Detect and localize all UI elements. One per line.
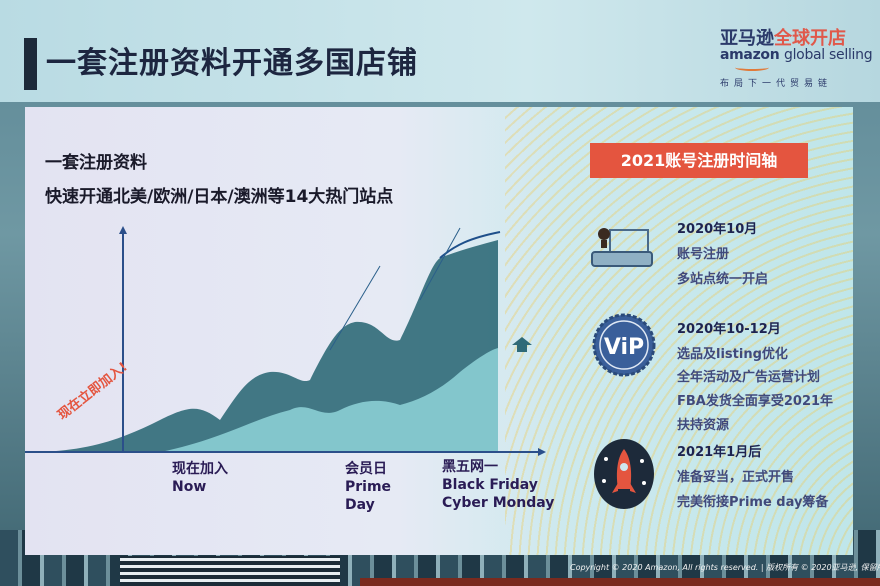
timeline-item: 准备妥当，正式开售 xyxy=(677,470,795,485)
trend-arrow xyxy=(329,265,381,351)
amazon-smile-icon xyxy=(735,64,769,71)
slide-header: 一套注册资料开通多国店铺 亚马逊全球开店 amazon global selli… xyxy=(0,0,880,102)
growth-area-light xyxy=(160,348,498,452)
vip-badge-icon: ViP xyxy=(592,313,656,377)
subtitle: 快速开通北美/欧洲/日本/澳洲等14大热门站点 xyxy=(45,187,394,207)
footer-bar xyxy=(360,578,880,586)
up-arrow-icon xyxy=(512,337,532,352)
registration-person-icon xyxy=(591,228,653,267)
callout-text: 现在立即加入! xyxy=(55,359,131,423)
logo-en: amazon global selling xyxy=(720,47,873,63)
growth-area-dark xyxy=(40,240,498,452)
copyright: Copyright © 2020 Amazon, All rights rese… xyxy=(570,563,880,572)
svg-text:ViP: ViP xyxy=(604,335,644,360)
timeline-item: 全年活动及广告运营计划 xyxy=(677,370,821,385)
timeline-date: 2020年10-12月 xyxy=(677,322,781,337)
milestone-now: 现在加入 Now xyxy=(172,461,228,495)
growth-trend-line xyxy=(439,231,501,259)
logo-tagline: 布局下一代贸易链 xyxy=(720,79,833,89)
building xyxy=(120,556,340,586)
timeline-item: 完美衔接Prime day筹备 xyxy=(677,495,829,510)
milestone-prime-day: 会员日 Prime Day xyxy=(345,461,392,513)
x-axis-arrow xyxy=(538,448,546,456)
timeline-item: 多站点统一开启 xyxy=(677,272,769,287)
timeline-item: FBA发货全面享受2021年 xyxy=(677,394,834,409)
rocket-icon xyxy=(594,439,654,509)
logo-cn: 亚马逊全球开店 xyxy=(720,28,846,49)
timeline-item: 扶持资源 xyxy=(677,418,730,433)
y-axis-arrow xyxy=(119,226,127,234)
timeline-item: 选品及listing优化 xyxy=(677,347,788,362)
moire-pattern xyxy=(505,107,853,555)
title-accent-bar xyxy=(24,38,37,90)
timeline-title: 2021账号注册时间轴 xyxy=(590,143,808,178)
lead-text: 一套注册资料 xyxy=(45,153,147,173)
milestone-black-friday: 黑五网一 Black Friday Cyber Monday xyxy=(442,459,555,511)
timeline-date: 2021年1月后 xyxy=(677,445,762,460)
timeline-date: 2020年10月 xyxy=(677,222,758,237)
timeline-item: 账号注册 xyxy=(677,247,730,262)
trend-arrow xyxy=(419,227,461,301)
slide-title: 一套注册资料开通多国店铺 xyxy=(46,46,418,81)
